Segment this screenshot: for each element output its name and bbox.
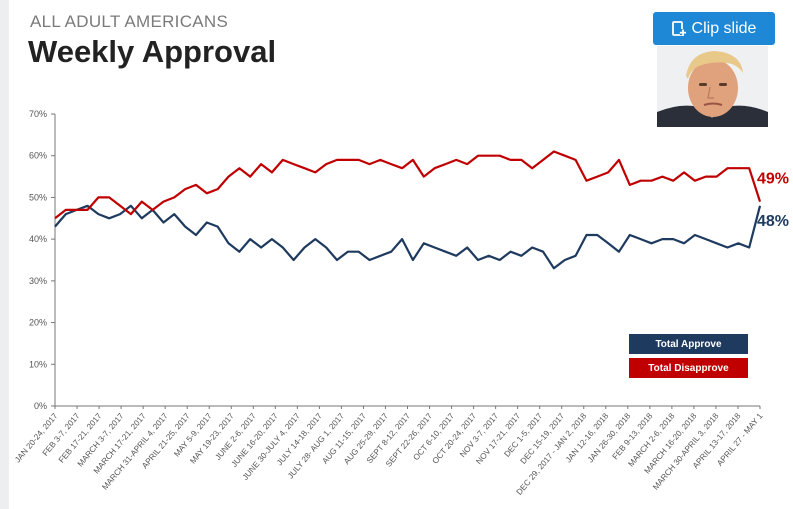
portrait-photo	[657, 46, 768, 127]
y-tick-label: 30%	[29, 276, 47, 286]
legend-total-approve-label: Total Approve	[655, 338, 722, 350]
legend-total-approve: Total Approve	[629, 334, 748, 354]
y-tick-label: 70%	[29, 109, 47, 119]
page-title: Weekly Approval	[28, 34, 277, 69]
y-axis: 0% 10% 20% 30% 40% 50% 60% 70%	[29, 109, 56, 411]
end-label-total-approve: 48%	[757, 213, 789, 230]
y-tick-label: 50%	[29, 192, 47, 202]
y-tick-label: 40%	[29, 234, 47, 244]
series-layer	[54, 150, 762, 270]
y-tick-label: 60%	[29, 151, 47, 161]
end-labels: 48% 49%	[757, 171, 789, 230]
legend-total-disapprove-label: Total Disapprove	[648, 362, 729, 374]
clip-slide-button[interactable]: Clip slide	[653, 12, 775, 45]
chart-eyebrow: ALL ADULT AMERICANS	[30, 12, 229, 31]
series-line-total-disapprove	[54, 150, 762, 220]
y-tick-label: 20%	[29, 318, 47, 328]
clip-slide-label: Clip slide	[691, 19, 757, 37]
y-tick-label: 10%	[29, 359, 47, 369]
legend-total-disapprove: Total Disapprove	[629, 358, 748, 378]
left-edge-strip	[0, 0, 9, 509]
clip-add-icon	[671, 20, 686, 37]
series-line-total-approve	[54, 204, 762, 270]
y-tick-label: 0%	[34, 401, 47, 411]
end-label-total-disapprove: 49%	[757, 171, 789, 188]
